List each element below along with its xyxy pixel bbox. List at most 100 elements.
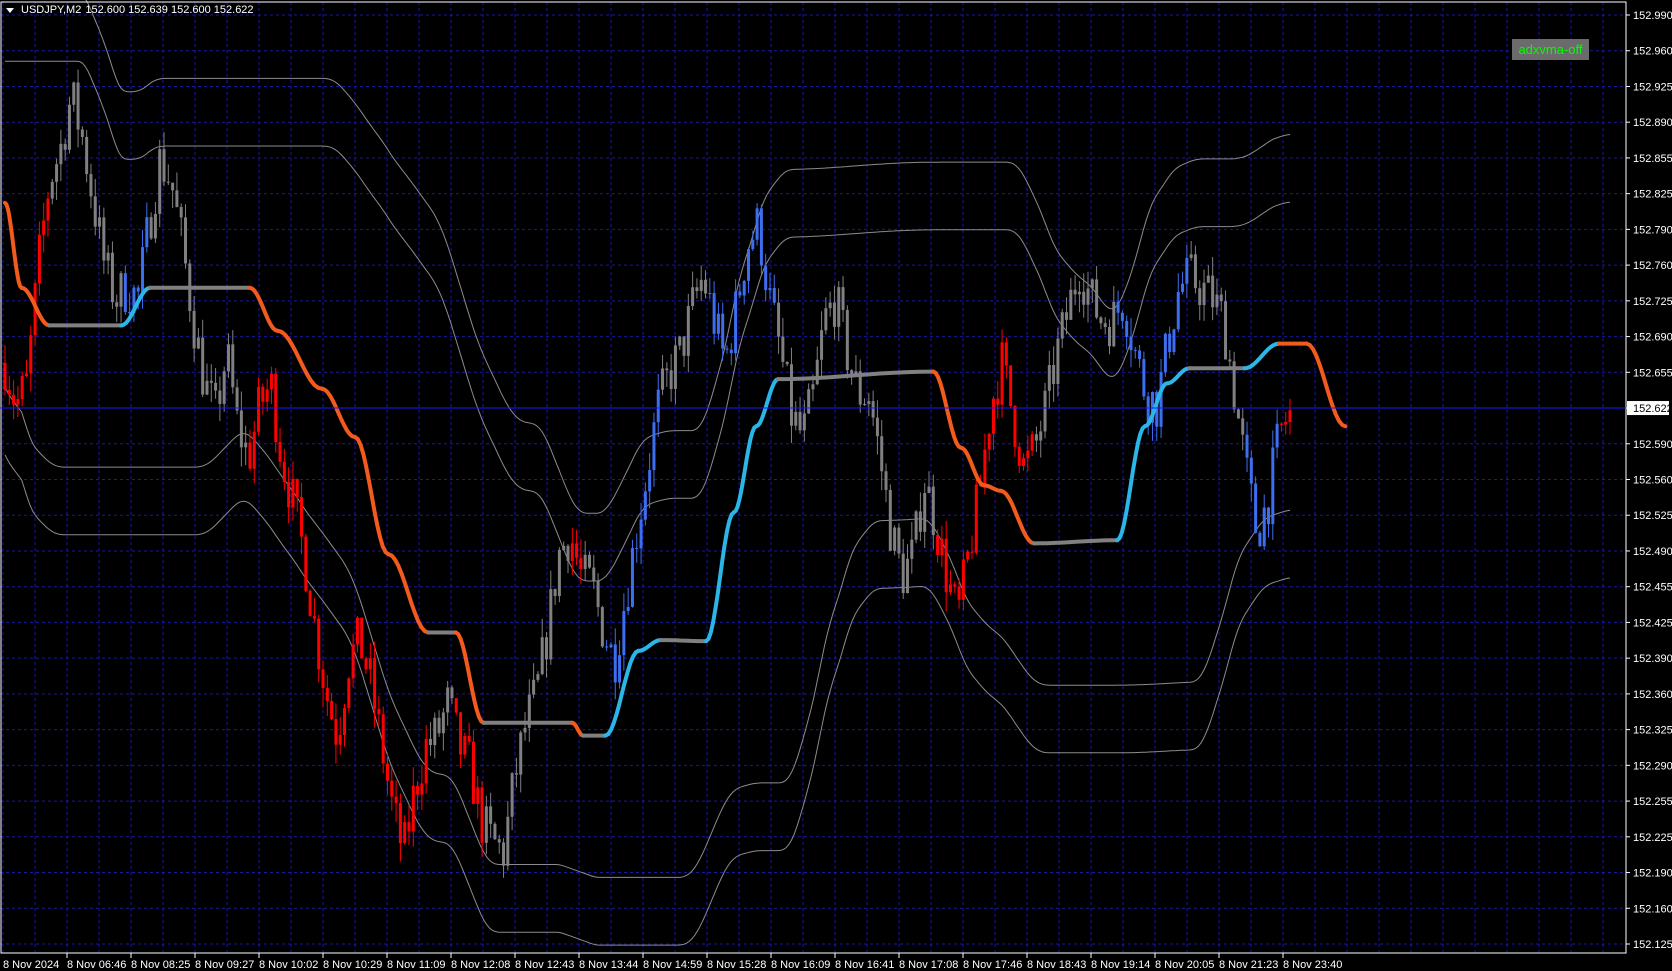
candle-body	[1009, 365, 1013, 406]
candle-body	[957, 586, 961, 600]
candle	[67, 96, 71, 154]
candle	[1172, 328, 1176, 356]
candle	[1047, 350, 1051, 409]
candle-body	[244, 442, 248, 448]
price-tick-label: 152.490	[1633, 546, 1672, 558]
candle-body	[1232, 361, 1236, 410]
candle	[416, 781, 420, 811]
candle	[188, 259, 192, 322]
candle-body	[914, 511, 918, 540]
candle	[20, 371, 24, 407]
candle-body	[162, 149, 166, 182]
candle	[308, 589, 312, 617]
candle	[974, 474, 978, 556]
candle-body	[944, 538, 948, 593]
adxvma-segment-down	[247, 285, 280, 333]
candle-body	[115, 302, 119, 307]
candle-body	[1133, 350, 1137, 352]
candle-body	[149, 217, 153, 239]
candle-body	[1159, 372, 1163, 427]
plot-frame	[0, 1, 1627, 954]
candle	[364, 656, 368, 674]
candle	[205, 363, 209, 396]
candle-body	[781, 336, 785, 362]
candle	[1026, 436, 1030, 472]
candle	[1103, 317, 1107, 335]
candle	[226, 333, 230, 379]
candle	[304, 533, 308, 593]
candle-body	[622, 610, 626, 656]
candle	[1279, 422, 1283, 432]
candle	[1142, 351, 1146, 401]
adxvma-segment-down	[19, 285, 52, 328]
candle	[398, 793, 402, 862]
candle	[1275, 409, 1279, 459]
candle-body	[686, 306, 690, 356]
price-tick-label: 152.655	[1633, 367, 1672, 379]
candle-body	[502, 842, 506, 866]
candle	[618, 640, 622, 689]
candle	[510, 772, 514, 831]
candle-body	[704, 279, 708, 294]
candle-body	[815, 359, 819, 385]
candle-body	[1142, 359, 1146, 397]
candle	[201, 319, 205, 398]
candle	[1090, 278, 1094, 304]
candle	[480, 780, 484, 857]
candle	[1017, 442, 1021, 474]
candle	[738, 283, 742, 298]
candle-body	[841, 287, 845, 311]
candle	[355, 616, 359, 653]
time-tick-label: 8 Nov 15:28	[707, 959, 766, 971]
candle	[437, 710, 441, 737]
candle	[1125, 315, 1129, 350]
candle	[420, 765, 424, 811]
candle-body	[394, 796, 398, 803]
candle	[820, 311, 824, 377]
symbol-label: USDJPY,M2	[21, 4, 82, 16]
dropdown-triangle-icon[interactable]	[6, 7, 14, 13]
price-axis: 152.990 152.960 152.925 152.890 152.855 152.8…	[0, 10, 1672, 951]
time-tick-label: 8 Nov 11:09	[387, 959, 446, 971]
candle-body	[295, 478, 299, 497]
time-tick-label: 8 Nov 17:46	[963, 959, 1022, 971]
time-tick-label: 8 Nov 16:09	[771, 959, 830, 971]
candle	[428, 722, 432, 756]
adxvma-toggle-button[interactable]: adxvma-off	[1512, 39, 1589, 60]
candle-body	[334, 719, 338, 745]
candle-body	[304, 536, 308, 591]
candle-body	[1112, 301, 1116, 347]
candle	[764, 253, 768, 302]
candle-body	[16, 399, 20, 405]
candle-body	[1202, 282, 1206, 306]
candle	[596, 573, 600, 617]
candle	[63, 138, 67, 161]
candle	[377, 696, 381, 726]
candle-body	[37, 234, 41, 284]
candle-body	[1013, 405, 1017, 447]
candle-body	[532, 679, 536, 695]
candle	[1009, 365, 1013, 409]
candle-body	[102, 217, 106, 261]
candle	[162, 132, 166, 187]
candle	[274, 367, 278, 453]
candle	[1004, 337, 1008, 379]
candle-body	[682, 336, 686, 356]
candle	[1043, 382, 1047, 439]
candle-body	[592, 567, 596, 581]
candle	[12, 380, 16, 420]
time-tick-label: 8 Nov 23:40	[1283, 959, 1342, 971]
candle-body	[128, 311, 132, 314]
candle	[24, 360, 28, 378]
candle-body	[497, 839, 501, 843]
candle	[669, 353, 673, 402]
candle-body	[132, 287, 136, 314]
price-tick-label: 152.325	[1633, 725, 1672, 737]
candle	[1159, 358, 1163, 438]
candle	[128, 292, 132, 318]
price-tick-label: 152.790	[1633, 224, 1672, 236]
candle-body	[798, 411, 802, 431]
candle	[1052, 346, 1056, 402]
candle-body	[549, 589, 553, 660]
